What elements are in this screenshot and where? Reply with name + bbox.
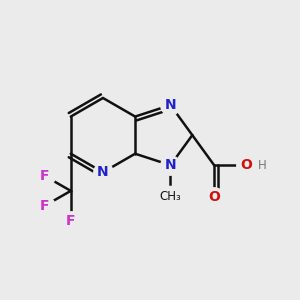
Text: N: N <box>165 158 176 172</box>
Text: N: N <box>165 98 176 112</box>
Text: O: O <box>240 158 252 172</box>
Text: F: F <box>40 169 50 183</box>
Text: F: F <box>66 214 76 228</box>
Text: F: F <box>40 199 50 213</box>
Text: H: H <box>258 159 267 172</box>
Text: N: N <box>97 165 109 179</box>
Text: O: O <box>208 190 220 204</box>
Text: CH₃: CH₃ <box>160 190 181 203</box>
